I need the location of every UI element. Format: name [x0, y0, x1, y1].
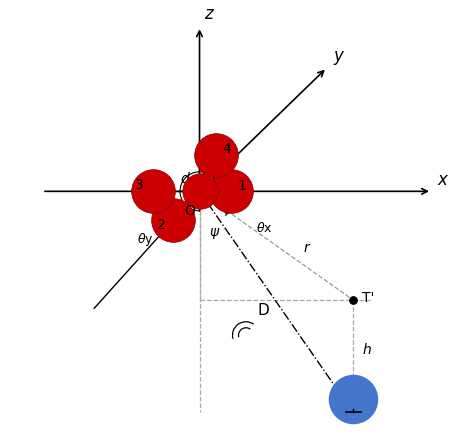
Text: O: O [184, 204, 195, 218]
Text: d: d [180, 171, 189, 185]
Text: $\psi$: $\psi$ [209, 226, 220, 240]
Point [196, 188, 203, 195]
Text: $\theta$y: $\theta$y [137, 231, 154, 248]
Text: $\theta$: $\theta$ [223, 202, 233, 216]
Text: x: x [438, 171, 448, 189]
Text: r: r [303, 241, 309, 255]
Text: 2: 2 [157, 217, 165, 231]
Text: 1: 1 [237, 179, 246, 193]
Text: D: D [257, 302, 269, 317]
Text: y: y [333, 47, 343, 65]
Point [170, 217, 177, 224]
Point [212, 152, 220, 159]
Text: 4: 4 [222, 141, 231, 155]
Text: 3: 3 [135, 178, 144, 191]
Point [349, 396, 357, 403]
Text: T: T [367, 392, 375, 406]
Point [149, 188, 157, 195]
Text: h: h [362, 342, 371, 356]
Text: T': T' [362, 290, 374, 304]
Point [227, 188, 235, 195]
Text: z: z [204, 5, 213, 23]
Point [349, 297, 357, 304]
Text: $\theta$x: $\theta$x [256, 220, 273, 234]
